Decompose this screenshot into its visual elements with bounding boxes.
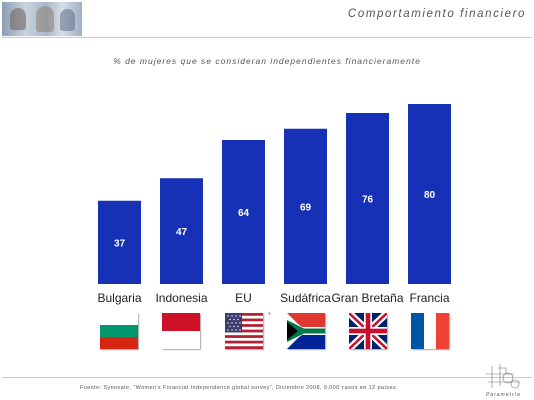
value-label: 64 — [238, 208, 250, 219]
source-note: Fuente: Synovate, “Women's Financial Ind… — [80, 385, 398, 391]
bar-gran-breta-a — [346, 113, 389, 284]
chart-title: % de mujeres que se consideran independi… — [113, 56, 421, 66]
bar-eu — [222, 140, 265, 284]
bar-indonesia — [160, 178, 203, 284]
parametria-logo — [486, 364, 520, 389]
category-label: Gran Bretaña — [331, 291, 403, 305]
bar-sud-frica — [284, 128, 327, 284]
value-label: 47 — [176, 227, 188, 238]
south-africa-flag-icon — [287, 313, 325, 349]
value-label: 69 — [300, 202, 312, 213]
value-label: 80 — [424, 190, 436, 201]
logo-text: Parametría — [486, 392, 521, 398]
bar-bulgaria — [98, 200, 141, 284]
category-label: EU — [235, 291, 252, 305]
header-title: Comportamiento financiero — [347, 8, 526, 20]
united-kingdom-flag-icon — [349, 313, 387, 349]
category-label: Bulgaria — [97, 291, 141, 305]
header-photo — [2, 2, 82, 36]
usa-flag-icon — [225, 313, 263, 349]
bulgaria-flag-icon — [100, 313, 138, 349]
category-label: Indonesia — [155, 291, 207, 305]
value-label: 76 — [362, 195, 374, 206]
indonesia-flag-icon — [162, 313, 200, 349]
france-flag-icon — [411, 313, 449, 349]
header-divider — [2, 37, 532, 38]
category-label: Sudáfrica — [280, 291, 331, 305]
value-label: 37 — [114, 238, 126, 249]
category-label: Francia — [409, 291, 449, 305]
footer-divider — [2, 377, 532, 378]
bar-francia — [408, 104, 451, 284]
category-note: * — [268, 312, 271, 319]
